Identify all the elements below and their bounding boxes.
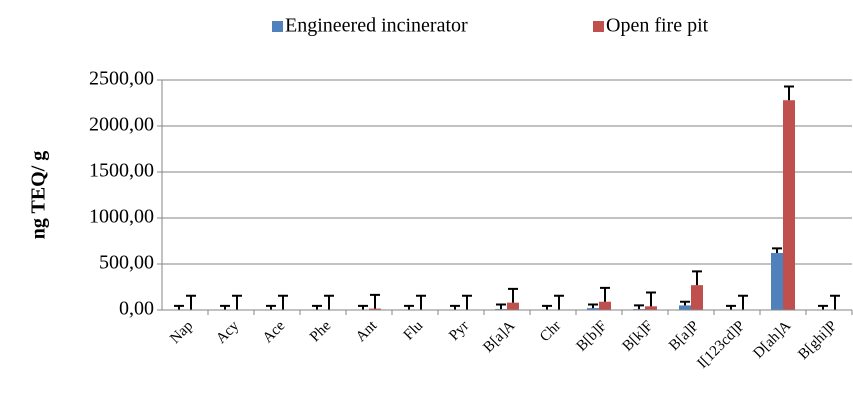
x-tick-label: I[123cd]P bbox=[695, 318, 749, 372]
x-tick-label: Ant bbox=[353, 317, 381, 345]
error-bar bbox=[634, 304, 644, 310]
bar bbox=[369, 308, 381, 310]
x-tick-label: Phe bbox=[307, 318, 334, 345]
y-tick-label: 1500,00 bbox=[89, 160, 154, 182]
error-bar bbox=[174, 304, 184, 310]
error-bar bbox=[324, 294, 334, 310]
y-tick-label: 500,00 bbox=[99, 252, 154, 274]
error-bar bbox=[726, 304, 736, 310]
error-bar bbox=[542, 304, 552, 310]
x-tick-label: B[k]F bbox=[620, 318, 657, 355]
x-tick-label: D[ah]A bbox=[751, 318, 795, 362]
y-tick-label: 1000,00 bbox=[89, 206, 154, 228]
x-tick-label: Flu bbox=[401, 318, 427, 344]
x-tick-label: B[a]A bbox=[480, 318, 518, 356]
x-tick-label: Pyr bbox=[446, 318, 472, 344]
error-bar bbox=[450, 304, 460, 310]
bar bbox=[691, 285, 703, 310]
error-bar bbox=[554, 294, 564, 310]
bar bbox=[587, 308, 599, 310]
error-bar bbox=[600, 286, 610, 302]
error-bar bbox=[358, 304, 368, 310]
legend-swatch bbox=[593, 21, 604, 32]
y-axis-label: ng TEQ/ g bbox=[28, 151, 50, 240]
error-bar bbox=[232, 294, 242, 310]
error-bar bbox=[278, 294, 288, 310]
bar bbox=[783, 100, 795, 311]
bar bbox=[599, 301, 611, 310]
error-bar bbox=[772, 247, 782, 253]
error-bar bbox=[462, 294, 472, 310]
error-bar bbox=[496, 303, 506, 310]
error-bar bbox=[784, 85, 794, 101]
error-bar bbox=[738, 294, 748, 310]
legend-label: Open fire pit bbox=[606, 15, 709, 37]
x-tick-label: Chr bbox=[537, 318, 564, 345]
error-bar bbox=[692, 270, 702, 286]
legend-label: Engineered incinerator bbox=[285, 15, 468, 37]
error-bar bbox=[508, 287, 518, 303]
bar bbox=[507, 302, 519, 310]
bar bbox=[771, 252, 783, 310]
error-bar bbox=[680, 300, 690, 306]
x-tick-label: B[b]F bbox=[574, 318, 611, 355]
bar bbox=[645, 306, 657, 310]
error-bar bbox=[416, 294, 426, 310]
y-tick-label: 2000,00 bbox=[89, 114, 154, 136]
error-bar bbox=[588, 303, 598, 309]
error-bar bbox=[266, 304, 276, 310]
error-bar bbox=[186, 294, 196, 310]
error-bar bbox=[646, 291, 656, 307]
error-bar bbox=[370, 293, 380, 309]
error-bar bbox=[404, 304, 414, 310]
y-tick-label: 2500,00 bbox=[89, 68, 154, 90]
error-bar bbox=[818, 304, 828, 310]
x-tick-label: B[ghi]P bbox=[795, 318, 840, 363]
error-bar bbox=[220, 304, 230, 310]
x-tick-label: B[a]P bbox=[666, 318, 702, 354]
bar bbox=[679, 305, 691, 310]
x-tick-label: Nap bbox=[167, 318, 196, 347]
x-tick-label: Ace bbox=[260, 318, 289, 347]
error-bar bbox=[830, 294, 840, 310]
x-tick-label: Acy bbox=[213, 318, 242, 347]
y-tick-label: 0,00 bbox=[119, 298, 154, 320]
legend-swatch bbox=[272, 21, 283, 32]
error-bar bbox=[312, 304, 322, 310]
